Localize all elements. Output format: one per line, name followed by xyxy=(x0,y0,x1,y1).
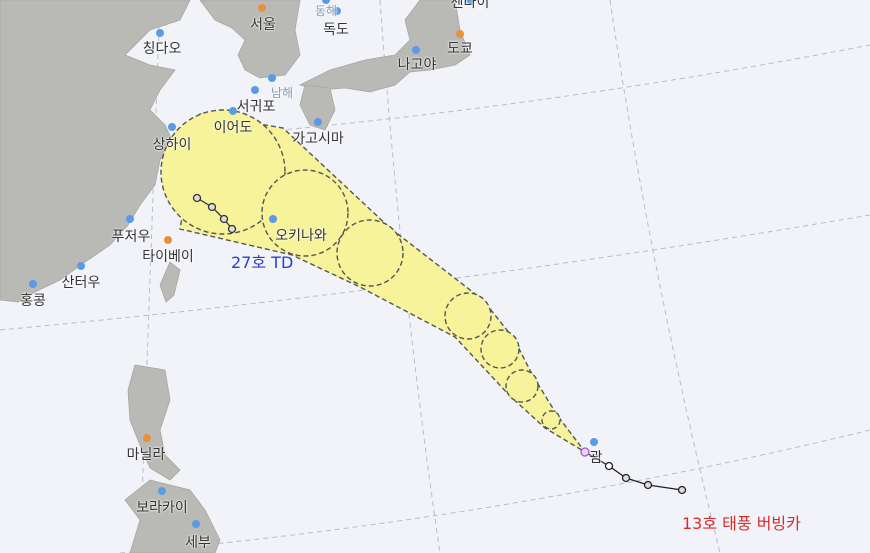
current-position-marker xyxy=(580,447,590,457)
pin-icon xyxy=(333,7,341,15)
place-label[interactable]: 서울 xyxy=(250,17,276,33)
pin-icon xyxy=(29,280,37,288)
place-label[interactable]: 동해 xyxy=(314,4,338,18)
forecast-cone xyxy=(160,109,586,453)
pin-icon xyxy=(412,46,420,54)
pin-icon xyxy=(168,123,176,131)
place-label[interactable]: 세부 xyxy=(185,535,211,551)
capital-pin-icon xyxy=(258,4,266,12)
track-27-td[interactable] xyxy=(192,193,237,234)
storm-label-13-typhoon[interactable]: 13호 태풍 버빙카 xyxy=(682,514,801,533)
forecast-circle xyxy=(444,292,492,340)
pin-icon xyxy=(158,487,166,495)
pin-icon xyxy=(251,86,259,94)
place-label[interactable]: 푸저우 xyxy=(111,229,151,245)
place-label[interactable]: 산터우 xyxy=(61,275,101,291)
place-label[interactable]: 이어도 xyxy=(213,120,253,136)
forecast-circle xyxy=(261,169,349,257)
pin-icon xyxy=(77,262,85,270)
capital-pin-icon xyxy=(164,236,172,244)
track-point xyxy=(192,193,202,203)
place-label[interactable]: 센다이 xyxy=(450,0,490,11)
track-point xyxy=(677,485,687,495)
pin-icon xyxy=(590,438,598,446)
pin-icon xyxy=(229,107,237,115)
place-label[interactable]: 상하이 xyxy=(152,137,192,153)
capital-pin-icon xyxy=(143,434,151,442)
pin-icon xyxy=(314,118,322,126)
land-japan-honshu xyxy=(298,0,471,93)
place-label[interactable]: 독도 xyxy=(323,22,349,38)
place-label[interactable]: 타이베이 xyxy=(142,249,194,265)
track-point xyxy=(621,473,631,483)
track-point xyxy=(643,480,653,490)
track-point xyxy=(219,214,229,224)
place-label[interactable]: 오키나와 xyxy=(275,228,327,244)
pin-icon xyxy=(269,215,277,223)
place-label[interactable]: 칭다오 xyxy=(142,41,182,57)
track-point xyxy=(227,224,237,234)
track-point xyxy=(604,461,614,471)
forecast-circle xyxy=(541,410,561,430)
place-label[interactable]: 나고야 xyxy=(397,57,437,73)
place-label[interactable]: 보라카이 xyxy=(136,500,188,516)
place-label[interactable]: 마닐라 xyxy=(126,447,166,463)
forecast-circle xyxy=(480,329,520,369)
pin-icon xyxy=(156,29,164,37)
forecast-circle xyxy=(505,369,539,403)
place-label[interactable]: 괌 xyxy=(589,450,603,466)
pin-icon xyxy=(268,74,276,82)
pin-icon xyxy=(466,0,474,4)
land-korea xyxy=(199,0,301,79)
land-taiwan xyxy=(159,261,181,303)
capital-pin-icon xyxy=(456,30,464,38)
place-label[interactable]: 남해 xyxy=(270,86,294,100)
place-label[interactable]: 홍콩 xyxy=(20,293,46,309)
place-label[interactable]: 가고시마 xyxy=(292,131,344,147)
track-13-typhoon[interactable] xyxy=(580,447,687,495)
storm-label-27-td[interactable]: 27호 TD xyxy=(231,253,294,272)
track-point xyxy=(207,202,217,212)
pin-icon xyxy=(192,520,200,528)
land-japan-kyushu xyxy=(299,84,336,131)
forecast-circle xyxy=(336,219,404,287)
place-pins xyxy=(29,0,598,528)
land-luzon xyxy=(127,364,181,481)
forecast-circle xyxy=(160,109,286,235)
pin-icon xyxy=(126,215,134,223)
land-visayas xyxy=(124,479,221,553)
pin-icon xyxy=(322,0,330,4)
place-label[interactable]: 서귀포 xyxy=(236,99,276,115)
place-label[interactable]: 도쿄 xyxy=(447,41,473,57)
